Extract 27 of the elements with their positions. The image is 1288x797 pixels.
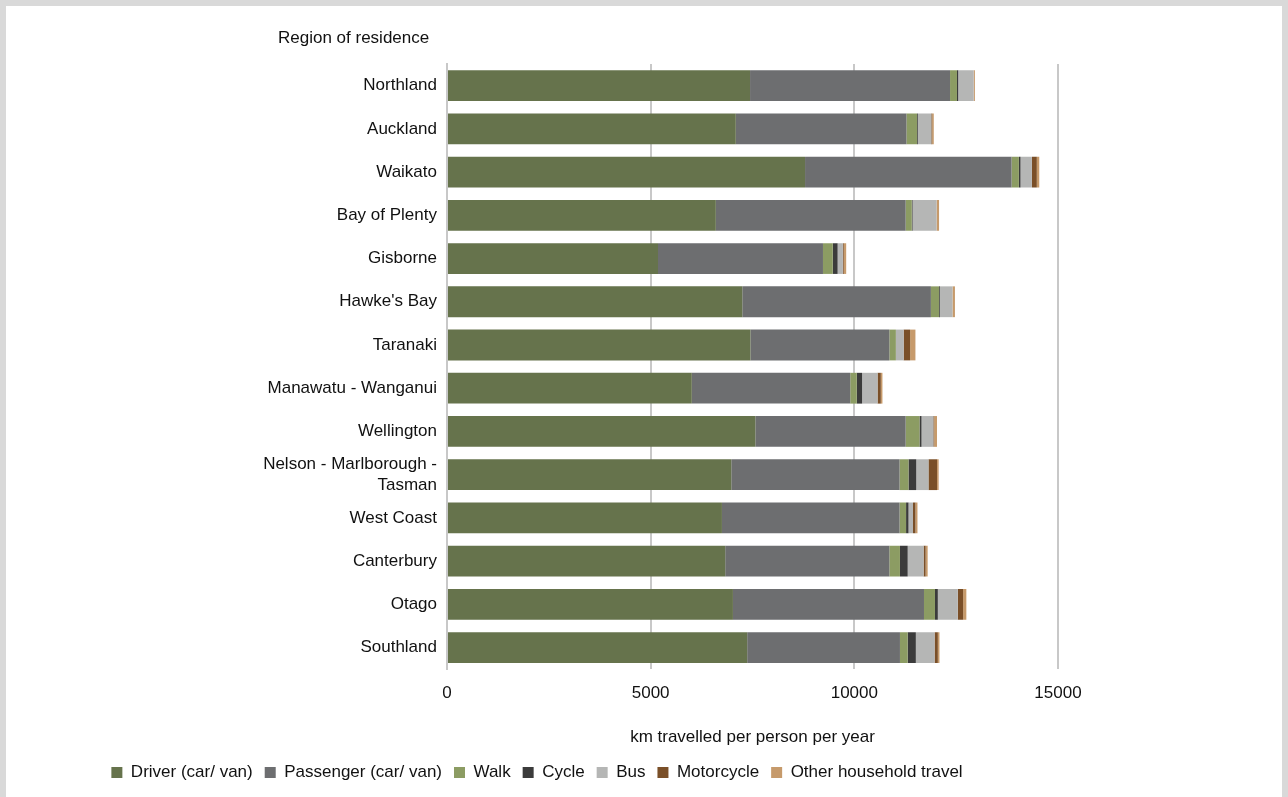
- x-tick-label: 5000: [631, 683, 670, 703]
- y-tick-label: West Coast: [349, 507, 438, 527]
- y-tick-label: Nelson - Marlborough - Tasman: [263, 454, 437, 494]
- x-tick-label: 0: [442, 683, 452, 703]
- legend-label: Other household travel: [790, 762, 963, 782]
- legend-label: Walk: [473, 762, 512, 782]
- legend-label: Driver (car/ van): [130, 762, 253, 782]
- y-tick-label: Wellington: [357, 421, 437, 441]
- legend-label: Cycle: [542, 762, 585, 782]
- y-tick-label: Northland: [363, 75, 437, 95]
- x-tick-label: 15000: [1034, 683, 1082, 703]
- legend-label: Bus: [616, 762, 646, 782]
- y-tick-label: Auckland: [367, 118, 437, 138]
- y-tick-label: Taranaki: [372, 334, 437, 354]
- y-tick-label: Otago: [390, 594, 437, 614]
- legend-label: Passenger (car/ van): [284, 762, 443, 782]
- y-tick-label: Waikato: [376, 161, 437, 181]
- y-tick-label: Gisborne: [368, 248, 437, 268]
- y-tick-label: Canterbury: [352, 550, 438, 570]
- x-axis-title: km travelled per person per year: [630, 727, 876, 747]
- y-axis-title: Region of residence: [278, 28, 430, 48]
- y-tick-label: Bay of Plenty: [336, 204, 438, 224]
- y-tick-label: Hawke's Bay: [339, 291, 438, 311]
- x-tick-label: 10000: [830, 683, 878, 703]
- y-tick-label: Manawatu - Wanganui: [267, 377, 437, 397]
- y-tick-label: Southland: [360, 637, 437, 657]
- legend-label: Motorcycle: [676, 762, 760, 782]
